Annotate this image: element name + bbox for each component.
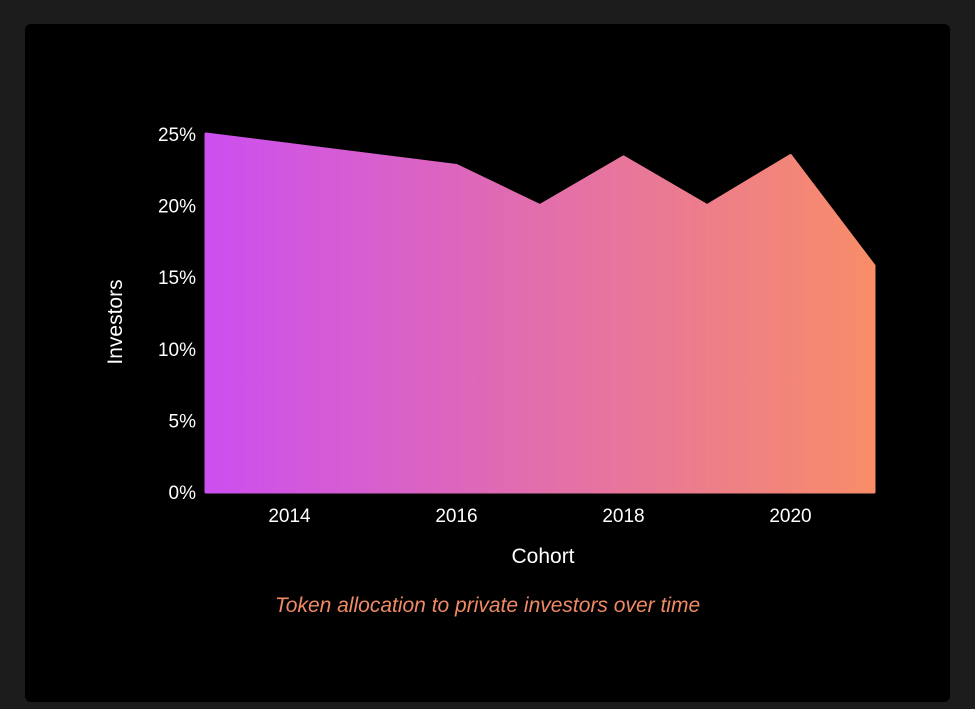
y-tick-label: 5% — [169, 411, 197, 432]
y-tick-label: 20% — [158, 197, 196, 218]
y-axis-ticks: 0% 5% 10% 15% 20% 25% — [158, 125, 196, 504]
y-tick-label: 25% — [158, 125, 196, 146]
x-axis-title: Cohort — [511, 545, 574, 568]
x-axis-ticks: 2014 2016 2018 2020 — [268, 506, 811, 527]
y-tick-label: 10% — [158, 340, 196, 361]
x-tick-label: 2014 — [268, 506, 311, 527]
y-axis-title: Investors — [104, 279, 127, 364]
x-tick-label: 2018 — [602, 506, 644, 527]
y-tick-label: 15% — [158, 268, 196, 289]
x-tick-label: 2016 — [435, 506, 477, 527]
area-series — [204, 132, 876, 494]
chart-caption: Token allocation to private investors ov… — [274, 594, 701, 617]
y-tick-label: 0% — [169, 483, 197, 504]
x-tick-label: 2020 — [769, 506, 811, 527]
